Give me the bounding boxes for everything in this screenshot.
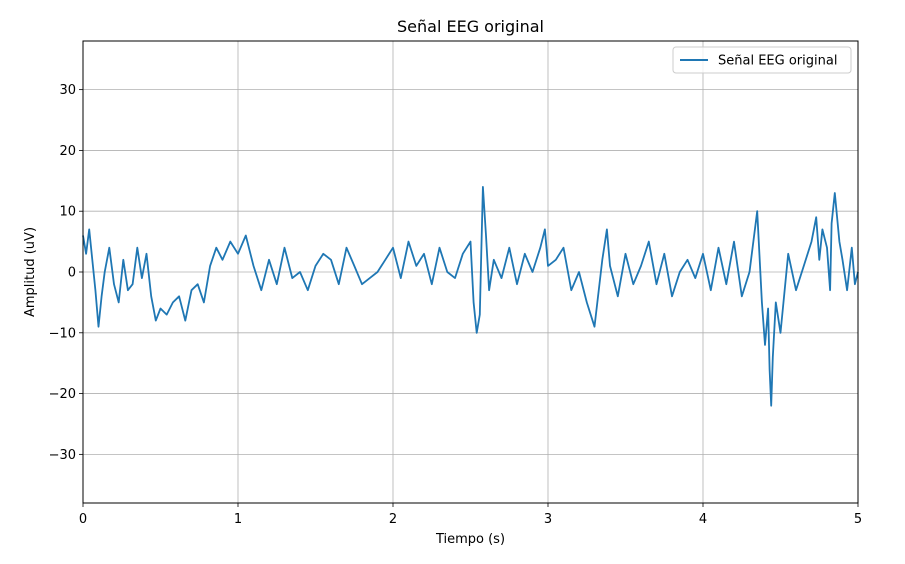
x-tick-label: 5 xyxy=(854,512,862,527)
series-layer xyxy=(82,185,859,407)
legend-box xyxy=(672,46,852,74)
legend-label: Señal EEG original xyxy=(718,54,837,69)
x-tick-label: 3 xyxy=(544,512,552,527)
axis-ticks: 0 1 2 3 4 5 −30 −20 −10 0 10 20 30 xyxy=(49,83,863,527)
y-tick-label: −30 xyxy=(49,448,76,463)
y-tick-label: −20 xyxy=(49,387,76,402)
legend: Señal EEG original xyxy=(672,46,852,74)
grid-lines xyxy=(82,41,859,503)
y-tick-label: 0 xyxy=(68,266,76,281)
x-tick-label: 0 xyxy=(79,512,87,527)
x-axis-label: Tiempo (s) xyxy=(435,532,505,547)
chart-title: Señal EEG original xyxy=(397,17,544,36)
x-tick-label: 2 xyxy=(389,512,397,527)
y-tick-label: 10 xyxy=(59,205,76,220)
x-tick-label: 1 xyxy=(234,512,242,527)
x-tick-label: 4 xyxy=(699,512,707,527)
y-tick-label: 20 xyxy=(59,144,76,159)
y-axis-label: Amplitud (uV) xyxy=(23,227,38,317)
series-line xyxy=(82,185,859,407)
y-tick-label: 30 xyxy=(59,83,76,98)
y-tick-label: −10 xyxy=(49,326,76,341)
